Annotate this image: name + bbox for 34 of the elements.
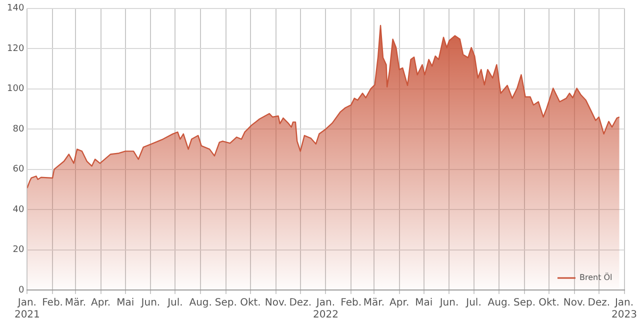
x-tick-label: Jun. (438, 298, 459, 309)
x-tick-label: Jun. (140, 298, 160, 309)
x-tick-label: Aug. (189, 298, 212, 309)
y-tick-label: 100 (6, 84, 24, 94)
x-tick-label: Apr. (91, 298, 111, 309)
x-tick-label: Okt. (538, 298, 560, 309)
x-tick-label: Mai (415, 298, 433, 309)
x-tick-label: Feb. (340, 298, 362, 309)
y-tick-label: 80 (12, 124, 24, 134)
x-tick-label: Jul. (166, 298, 183, 309)
y-tick-label: 40 (12, 204, 24, 215)
x-tick-label: Jan. 2022 (313, 298, 338, 321)
y-tick-label: 0 (18, 285, 24, 296)
x-tick-label: Okt. (240, 298, 261, 309)
x-tick-label: Sep. (513, 298, 536, 309)
x-tick-label: Nov. (264, 298, 287, 309)
y-tick-label: 140 (6, 4, 24, 14)
x-tick-label: Mai (116, 298, 134, 309)
x-tick-label: Mär. (363, 298, 385, 309)
y-tick-label: 20 (12, 245, 24, 256)
x-tick-label: Dez. (588, 298, 610, 309)
y-tick-label: 120 (6, 44, 24, 54)
x-tick-label: Jul. (465, 298, 482, 309)
x-tick-label: Mär. (64, 298, 86, 309)
legend-label: Brent Öl (579, 272, 612, 282)
x-tick-label: Jan. 2021 (14, 298, 40, 321)
x-tick-label: Jan. 2023 (612, 298, 637, 321)
x-tick-label: Apr. (390, 298, 410, 309)
x-tick-label: Nov. (563, 298, 586, 309)
x-tick-label: Dez. (289, 298, 312, 309)
x-tick-label: Feb. (42, 298, 63, 309)
y-tick-label: 60 (12, 164, 24, 175)
x-tick-label: Aug. (488, 298, 510, 309)
x-tick-label: Sep. (214, 298, 237, 309)
